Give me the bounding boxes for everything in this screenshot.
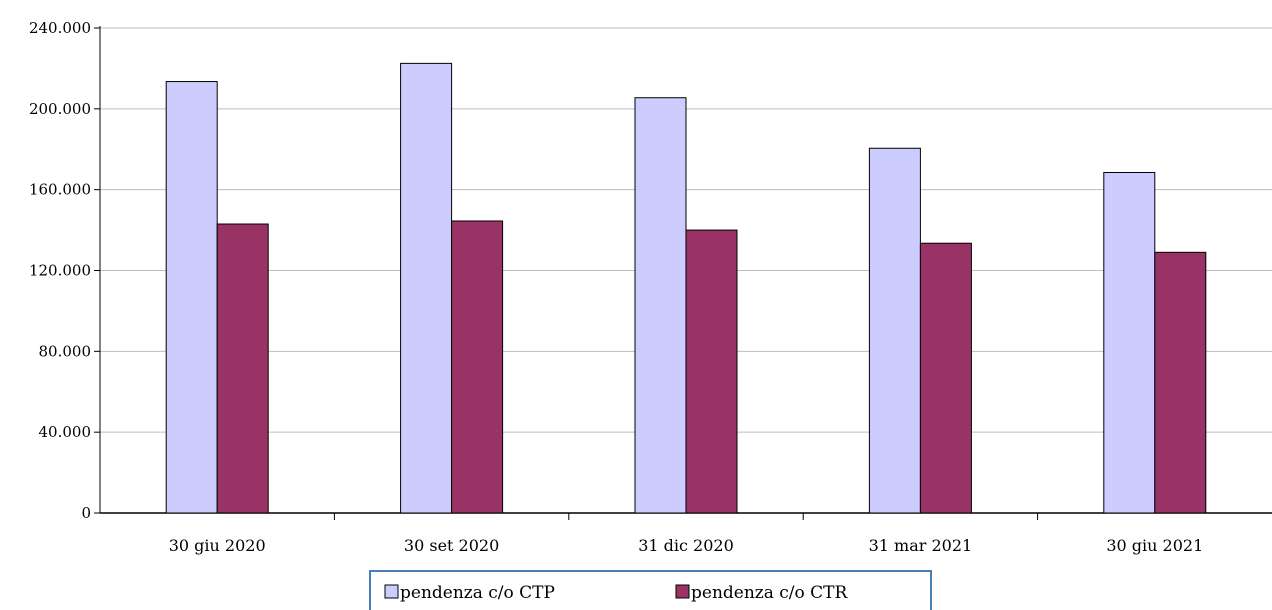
y-tick-label: 160.000 (29, 181, 91, 199)
y-tick-label: 240.000 (29, 19, 91, 37)
legend-swatch (384, 584, 399, 599)
bar-ctr (216, 223, 269, 514)
y-tick-label: 40.000 (39, 423, 92, 441)
bar-ctr (919, 242, 972, 514)
x-tick-label: 30 giu 2020 (169, 536, 266, 555)
bars (165, 62, 1207, 514)
x-tick-label: 30 giu 2021 (1106, 536, 1203, 555)
bar-ctp (165, 81, 218, 514)
x-tick-label: 30 set 2020 (404, 536, 499, 555)
bar-ctp (868, 147, 921, 514)
y-tick-label: 0 (81, 504, 91, 522)
y-tick-label: 200.000 (29, 100, 91, 118)
bar-ctp (634, 97, 687, 514)
y-tick-label: 80.000 (39, 342, 92, 360)
bar-ctr (1154, 251, 1207, 514)
legend-label: pendenza c/o CTP (400, 583, 555, 603)
legend-box (369, 570, 932, 610)
x-tick-label: 31 mar 2021 (869, 536, 973, 555)
bar-ctr (451, 220, 504, 514)
y-tick-label: 120.000 (29, 262, 91, 280)
bar-ctr (685, 229, 738, 514)
legend: pendenza c/o CTP pendenza c/o CTR (369, 570, 932, 610)
legend-swatch (675, 584, 690, 599)
x-tick-label: 31 dic 2020 (638, 536, 734, 555)
bar-ctp (400, 62, 453, 514)
axis-labels: 0 40.000 80.000 120.000 160.000 200.000 240.00… (29, 19, 1203, 555)
legend-label: pendenza c/o CTR (691, 583, 849, 603)
bar-ctp (1103, 171, 1156, 514)
